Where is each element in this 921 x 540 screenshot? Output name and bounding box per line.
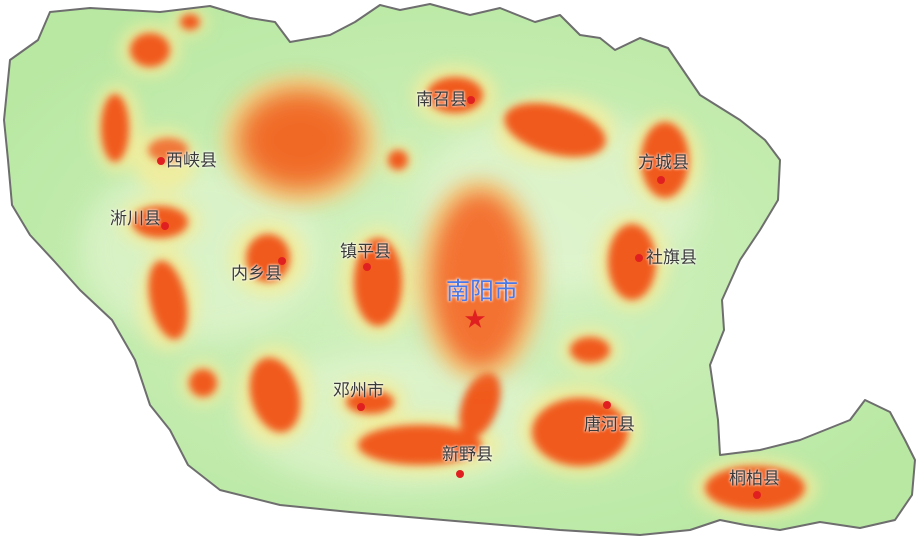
county-label-xixia: 西峡县 [166, 151, 217, 171]
region-border [3, 3, 916, 536]
county-marker-tongbai[interactable] [753, 491, 761, 499]
county-marker-nanzhao[interactable] [467, 96, 475, 104]
county-label-fangcheng: 方城县 [638, 153, 689, 173]
county-label-zhenping: 镇平县 [340, 242, 391, 262]
county-label-dengzhou: 邓州市 [333, 381, 384, 401]
star-icon[interactable] [465, 309, 485, 328]
county-marker-sheqi[interactable] [635, 254, 643, 262]
county-marker-xixia[interactable] [157, 157, 165, 165]
county-marker-neixiang[interactable] [278, 257, 286, 265]
county-label-neixiang: 内乡县 [231, 264, 282, 284]
county-label-tongbai: 桐柏县 [729, 469, 780, 489]
county-marker-xichuan[interactable] [161, 222, 169, 230]
county-label-tanghe: 唐河县 [584, 415, 635, 435]
city-label: 南阳市 [446, 277, 518, 305]
county-marker-xinye[interactable] [456, 470, 464, 478]
county-label-xichuan: 淅川县 [110, 209, 161, 229]
county-marker-tanghe[interactable] [603, 401, 611, 409]
county-marker-fangcheng[interactable] [657, 176, 665, 184]
county-label-sheqi: 社旗县 [646, 248, 697, 268]
county-label-xinye: 新野县 [442, 445, 493, 465]
county-marker-zhenping[interactable] [363, 263, 371, 271]
county-marker-dengzhou[interactable] [357, 403, 365, 411]
heat-layer [80, 8, 817, 518]
county-label-nanzhao: 南召县 [416, 90, 467, 110]
